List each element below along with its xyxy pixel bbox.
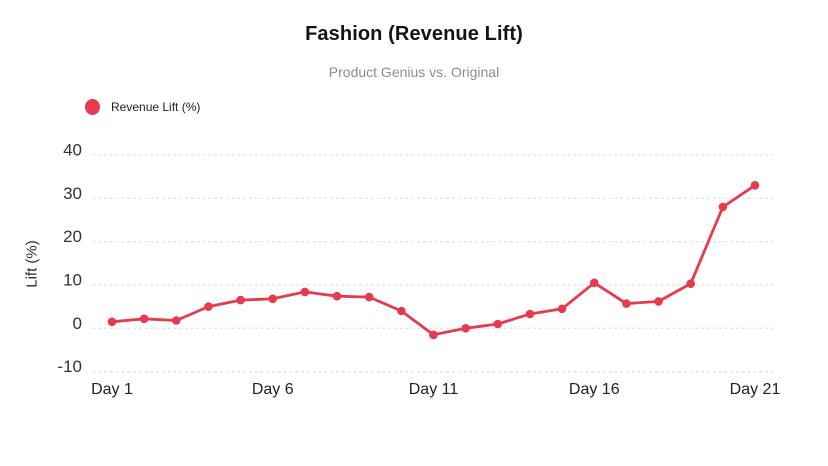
- x-tick-label: Day 11: [409, 381, 459, 398]
- y-tick-label: -10: [57, 357, 82, 376]
- x-tick-label: Day 1: [91, 381, 133, 398]
- data-point-day-18[interactable]: [654, 297, 663, 306]
- y-tick-label: 30: [63, 184, 82, 203]
- data-point-day-20[interactable]: [718, 202, 728, 212]
- data-point-day-21[interactable]: [750, 181, 760, 190]
- data-point-day-13[interactable]: [493, 319, 503, 329]
- data-point-day-16[interactable]: [589, 278, 599, 288]
- data-point-day-8[interactable]: [332, 291, 342, 301]
- data-point-day-17[interactable]: [622, 299, 631, 308]
- data-point-day-6[interactable]: [268, 294, 278, 304]
- data-point-day-19[interactable]: [686, 279, 695, 289]
- data-point-day-11[interactable]: [429, 330, 438, 340]
- data-point-day-14[interactable]: [525, 309, 535, 319]
- data-point-day-15[interactable]: [557, 304, 567, 314]
- chart-subtitle: Product Genius vs. Original: [328, 64, 500, 80]
- x-tick-label: Day 16: [569, 381, 620, 398]
- y-tick-label: 10: [63, 270, 82, 289]
- revenue-lift-line: [110, 183, 757, 337]
- x-tick-label: Day 6: [252, 381, 294, 398]
- chart-title: Fashion (Revenue Lift): [305, 23, 523, 45]
- data-point-day-1[interactable]: [107, 317, 117, 327]
- data-point-day-10[interactable]: [397, 306, 406, 316]
- data-point-day-7[interactable]: [300, 287, 310, 297]
- legend-marker-icon: [85, 99, 100, 115]
- y-tick-label: 40: [63, 140, 82, 159]
- y-tick-label: 0: [73, 314, 82, 333]
- data-point-day-5[interactable]: [236, 295, 245, 305]
- legend-item-revenue-lift[interactable]: Revenue Lift (%): [85, 98, 200, 116]
- data-point-day-2[interactable]: [139, 314, 149, 324]
- legend-label: Revenue Lift (%): [111, 100, 201, 114]
- x-tick-label: Day 21: [730, 381, 781, 398]
- data-point-day-4[interactable]: [204, 302, 213, 311]
- y-tick-label: 20: [63, 227, 82, 246]
- data-point-day-12[interactable]: [461, 324, 470, 333]
- data-point-day-9[interactable]: [364, 292, 374, 302]
- data-point-day-3[interactable]: [172, 316, 181, 325]
